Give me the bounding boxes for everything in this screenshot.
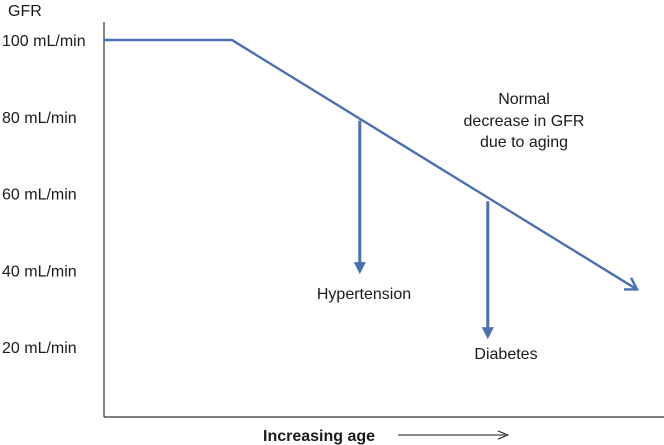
y-tick-labels: 100 mL/min 80 mL/min 60 mL/min 40 mL/min 20 … [2,33,86,357]
annotation-normal-decrease-line-1: decrease in GFR [464,113,585,130]
x-axis-title-group: Increasing age [263,428,510,445]
annotation-normal-decrease-line-2: due to aging [480,134,568,151]
annotations-layer: Normal decrease in GFR due to aging Hyperte… [317,91,585,363]
annotation-hypertension: Hypertension [317,286,411,303]
series-line-arrowhead-0 [624,277,639,291]
y-tick-label-20: 20 mL/min [2,340,77,357]
y-tick-label-60: 60 mL/min [2,187,77,204]
annotation-normal-decrease: Normal decrease in GFR due to aging [464,91,585,151]
y-tick-label-80: 80 mL/min [2,110,77,127]
drop-arrowhead-hypertension [353,262,366,275]
annotation-diabetes: Diabetes [474,346,537,363]
drop-arrowhead-diabetes [481,327,494,340]
axes [103,22,664,418]
annotation-normal-decrease-line-0: Normal [498,91,550,108]
y-tick-label-40: 40 mL/min [2,263,77,280]
series-line-0 [104,38,638,291]
y-axis-title: GFR [8,3,42,20]
series-layer [104,38,639,291]
x-axis-title-arrow-head [497,430,510,440]
y-tick-label-100: 100 mL/min [2,33,86,50]
x-axis-title: Increasing age [263,428,375,445]
